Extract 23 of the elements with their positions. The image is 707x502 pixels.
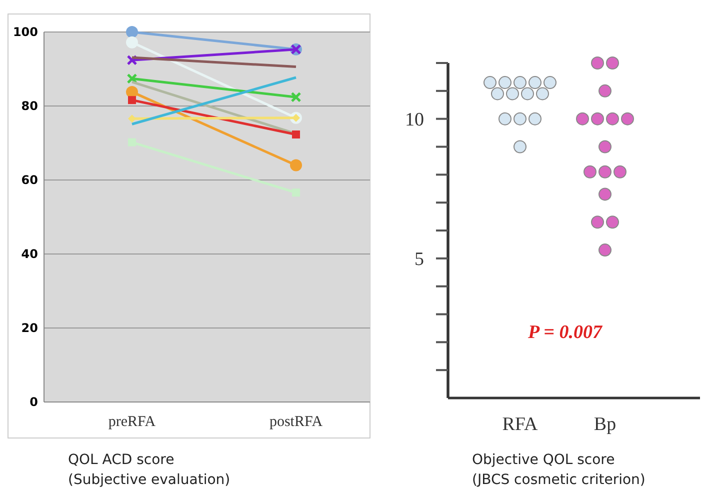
x-axis-title: Objective QOL score (JBCS cosmetic criterion) (472, 452, 646, 488)
x-axis-title: QOL ACD score (Subjective evaluation) (68, 452, 230, 488)
annotation: P = 0.007 (527, 322, 604, 343)
y-tick-label: 40 (21, 247, 38, 262)
y-tick-label: 80 (21, 99, 38, 114)
y-tick-label: 20 (21, 321, 38, 336)
y-tick-label: 100 (12, 25, 38, 40)
x-tick-label: preRFA (108, 414, 156, 430)
point (126, 36, 138, 48)
x-tick-label: Bp (594, 414, 616, 435)
point (126, 26, 138, 38)
y-tick-label: 0 (30, 395, 38, 410)
point (292, 130, 300, 138)
point (128, 114, 136, 123)
y-tick-label: 10 (405, 109, 424, 130)
point (128, 96, 136, 104)
x-tick-label: RFA (502, 414, 538, 435)
y-tick-label: 60 (21, 173, 38, 188)
point (126, 73, 138, 84)
point (290, 159, 302, 172)
x-tick-label: postRFA (269, 414, 323, 430)
y-tick-label: 5 (414, 249, 424, 270)
point (290, 92, 302, 102)
